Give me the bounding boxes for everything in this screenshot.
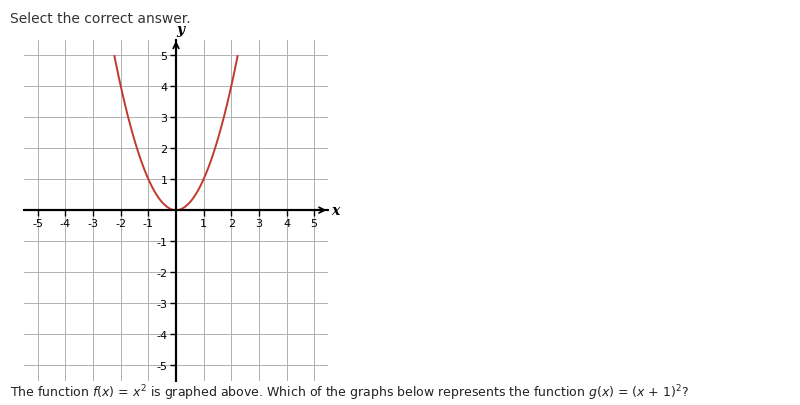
Text: y: y (176, 23, 184, 37)
Text: Select the correct answer.: Select the correct answer. (10, 12, 191, 26)
Text: The function $\mathit{f}$($\mathit{x}$) = $\mathit{x}^2$ is graphed above. Which: The function $\mathit{f}$($\mathit{x}$) … (10, 383, 690, 402)
Text: x: x (330, 204, 339, 217)
